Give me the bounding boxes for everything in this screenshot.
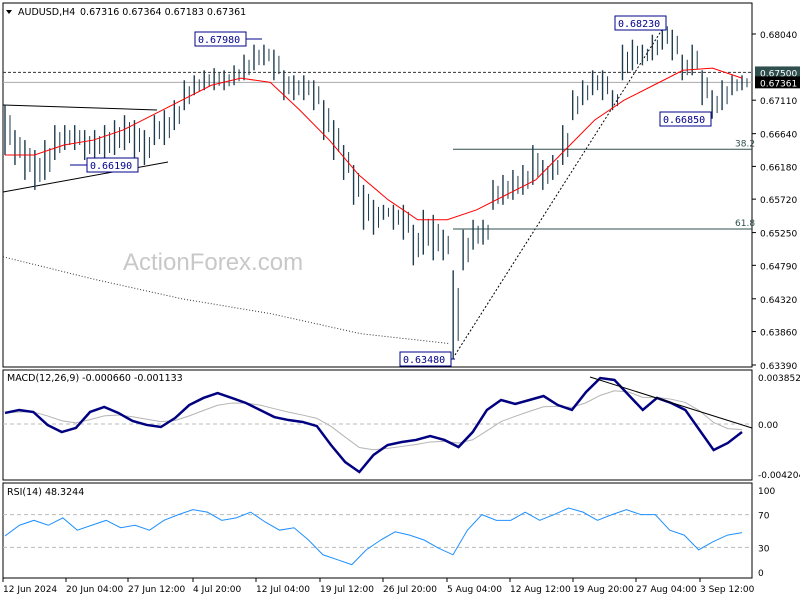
x-tick-label: 27 Jun 12:00 bbox=[128, 585, 185, 595]
y-tick-label: 0.65720 bbox=[760, 196, 797, 206]
price-label-box bbox=[86, 157, 139, 173]
x-tick-label: 5 Aug 04:00 bbox=[447, 585, 502, 595]
watermark: ActionForex.com bbox=[123, 249, 303, 276]
price-label-4: 0.66850 bbox=[663, 115, 705, 126]
y-tick-label: 0.66640 bbox=[760, 131, 797, 141]
x-tick-label: 12 Aug 12:00 bbox=[510, 585, 571, 595]
x-tick-label: 26 Jul 20:00 bbox=[383, 585, 437, 595]
slow-moving-average bbox=[2, 256, 451, 345]
rally-trendline bbox=[454, 24, 666, 356]
collapse-triangle-icon[interactable] bbox=[6, 10, 12, 14]
price-label-box bbox=[659, 111, 712, 127]
x-tick-label: 19 Jul 12:00 bbox=[320, 585, 374, 595]
macd-tick-label: -0.004204 bbox=[758, 471, 800, 481]
symbol-title: AUDUSD,H4 bbox=[18, 7, 75, 18]
macd-tick-label: 0.00 bbox=[758, 421, 778, 431]
x-tick-label: 20 Jun 04:00 bbox=[66, 585, 123, 595]
macd-main-line bbox=[4, 376, 743, 474]
y-tick-label: 0.64320 bbox=[760, 296, 797, 306]
price-label-0: 0.67980 bbox=[198, 35, 240, 46]
x-tick-label: 19 Aug 20:00 bbox=[573, 585, 634, 595]
macd-panel bbox=[2, 369, 753, 481]
x-tick-label: 27 Aug 04:00 bbox=[636, 585, 697, 595]
macd-trendline bbox=[589, 376, 753, 429]
price-label-2: 0.63480 bbox=[403, 355, 445, 366]
rsi-tick-label: 30 bbox=[758, 544, 770, 554]
macd-title: MACD(12,26,9) -0.000660 -0.001133 bbox=[7, 373, 183, 384]
rsi-tick-label: 0 bbox=[758, 569, 764, 579]
channel-upper-trendline bbox=[2, 104, 158, 111]
macd-signal-line bbox=[4, 390, 743, 451]
x-tick-label: 12 Jun 2024 bbox=[3, 585, 57, 595]
rsi-line bbox=[4, 507, 743, 566]
y-tick-label: 0.66180 bbox=[760, 163, 797, 173]
y-tick-label: 0.67110 bbox=[760, 97, 797, 107]
y-tick-label: 0.64790 bbox=[760, 262, 797, 272]
x-tick-label: 3 Sep 12:00 bbox=[700, 585, 755, 595]
current-price-label: 0.67361 bbox=[760, 79, 797, 89]
y-tick-label: 0.68040 bbox=[760, 31, 797, 41]
y-tick-label: 0.63390 bbox=[760, 362, 797, 372]
level-price-tag bbox=[755, 66, 800, 79]
channel-lower-trendline bbox=[2, 161, 169, 193]
rsi-tick-label: 70 bbox=[758, 512, 770, 522]
rsi-tick-label: 100 bbox=[758, 487, 775, 497]
y-tick-label: 0.63860 bbox=[760, 329, 797, 339]
current-price-tag bbox=[755, 76, 800, 89]
fib-label: 61.8 bbox=[735, 219, 755, 229]
price-label-3: 0.68230 bbox=[618, 19, 660, 30]
price-label-box bbox=[194, 31, 247, 47]
rsi-panel bbox=[2, 482, 753, 579]
main-panel bbox=[2, 2, 753, 368]
price-label-box bbox=[614, 15, 667, 31]
x-tick-label: 4 Jul 20:00 bbox=[193, 585, 242, 595]
fast-moving-average bbox=[5, 67, 743, 221]
y-tick-label: 0.65250 bbox=[760, 230, 797, 240]
price-label-box bbox=[399, 351, 452, 367]
x-tick-label: 12 Jul 04:00 bbox=[256, 585, 310, 595]
macd-tick-label: 0.003852 bbox=[758, 374, 800, 384]
level-price-label: 0.67500 bbox=[760, 69, 797, 79]
fib-label: 38.2 bbox=[735, 139, 755, 149]
ohlc-values: 0.67316 0.67364 0.67183 0.67361 bbox=[80, 7, 246, 18]
price-label-1: 0.66190 bbox=[90, 161, 132, 172]
rsi-title: RSI(14) 48.3244 bbox=[7, 487, 84, 498]
